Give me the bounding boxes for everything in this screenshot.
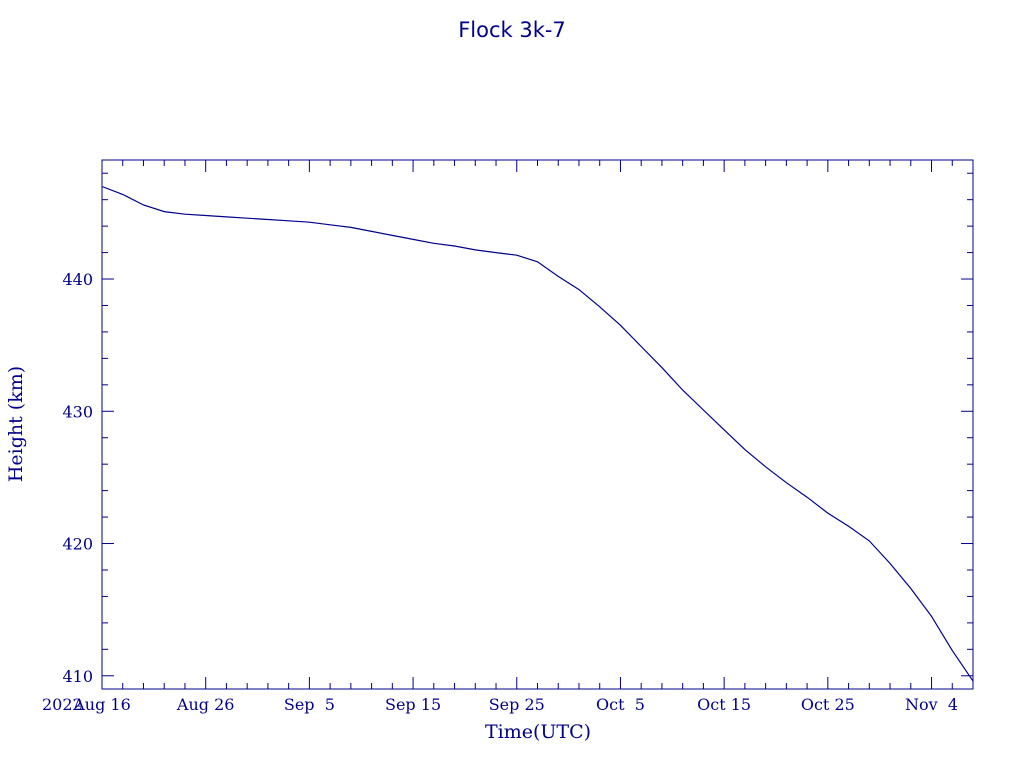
x-tick-label: Oct 25 (801, 695, 855, 714)
x-tick-label: Oct 5 (596, 695, 645, 714)
x-tick-labels: 2022 Aug 16 Aug 26 Sep 5 Sep 15 Sep 25 Oct 5 O… (42, 695, 958, 714)
x-tick-label: Oct 15 (697, 695, 751, 714)
y-tick-label: 420 (62, 535, 93, 554)
y-axis-label: Height (km) (5, 366, 27, 482)
plot-frame (101, 159, 974, 690)
x-tick-label: Nov 4 (905, 695, 958, 714)
x-tick-label: Aug 26 (176, 695, 235, 714)
x-tick-label: Sep 5 (284, 695, 335, 714)
x-tick-label: Sep 25 (489, 695, 545, 714)
y-tick-label: 410 (62, 667, 93, 686)
y-tick-label: 440 (62, 270, 93, 289)
x-year-label: 2022 (42, 695, 83, 714)
y-tick-label: 430 (62, 402, 93, 421)
x-tick-label: Sep 15 (385, 695, 441, 714)
x-tick-label: Aug 16 (72, 695, 131, 714)
y-tick-labels: 410 420 430 440 (62, 270, 93, 686)
chart-title: Flock 3k-7 (458, 18, 566, 42)
tick-marks (101, 160, 974, 689)
x-axis-label: Time(UTC) (485, 721, 591, 743)
height-series-line (101, 185, 974, 682)
